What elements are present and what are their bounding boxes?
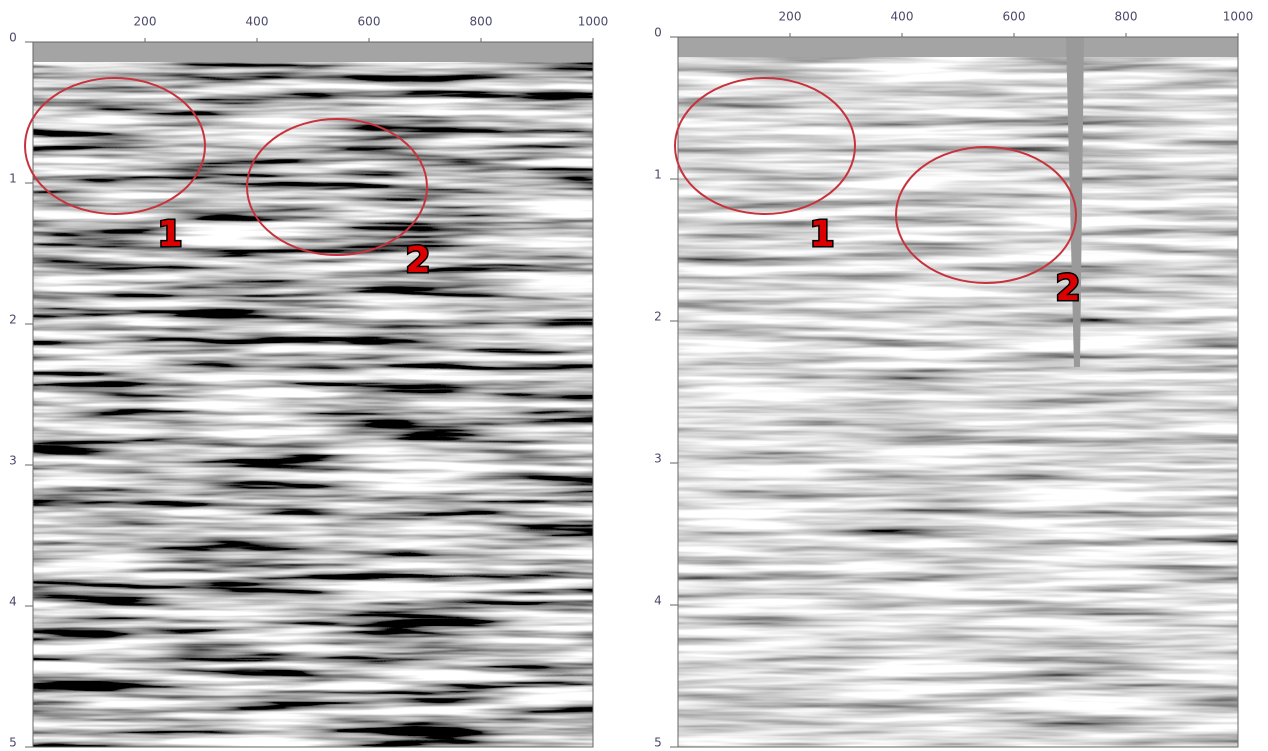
x-tick-label: 1000 [578, 15, 609, 29]
y-tick-label: 0 [9, 31, 17, 45]
y-tick-label: 2 [654, 310, 662, 324]
x-tick-label: 200 [779, 10, 802, 24]
y-tick-label: 0 [654, 26, 662, 40]
y-tick-label: 1 [654, 168, 662, 182]
top-mute [678, 37, 1238, 57]
y-tick-label: 2 [9, 313, 17, 327]
x-tick-label: 400 [246, 15, 269, 29]
x-tick-label: 800 [470, 15, 493, 29]
y-tick-label: 5 [654, 736, 662, 750]
y-tick-label: 3 [654, 452, 662, 466]
figure: 200 400 600 800 1000 0 1 2 3 4 5 1 2 200 400 600 800 1000… [0, 0, 1268, 751]
y-tick-label: 1 [9, 172, 17, 186]
x-tick-label: 400 [891, 10, 914, 24]
y-tick-label: 5 [9, 736, 17, 750]
seismic-section [678, 37, 1238, 747]
y-tick-label: 4 [654, 594, 662, 608]
top-mute [33, 42, 593, 62]
x-tick-label: 600 [1003, 10, 1026, 24]
annotation-label: 1 [157, 214, 182, 255]
x-tick-label: 800 [1115, 10, 1138, 24]
annotation-label: 1 [809, 214, 834, 255]
panels: 200 400 600 800 1000 0 1 2 3 4 5 1 2 200 400 600 800 1000… [9, 10, 1253, 750]
annotation-label: 2 [1055, 268, 1080, 309]
seismic-section [33, 42, 593, 747]
annotation-label: 2 [405, 240, 430, 281]
x-tick-label: 600 [358, 15, 381, 29]
y-tick-label: 3 [9, 454, 17, 468]
y-tick-label: 4 [9, 595, 17, 609]
x-tick-label: 1000 [1223, 10, 1254, 24]
x-tick-label: 200 [134, 15, 157, 29]
